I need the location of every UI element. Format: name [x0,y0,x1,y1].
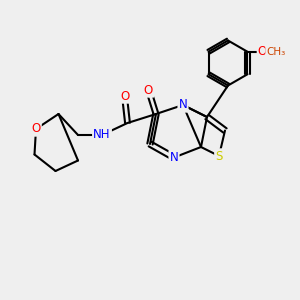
Text: NH: NH [93,128,111,142]
Text: CH₃: CH₃ [266,47,286,57]
Text: N: N [169,151,178,164]
Text: O: O [144,83,153,97]
Text: O: O [120,89,129,103]
Text: O: O [258,45,267,58]
Text: S: S [215,149,223,163]
Text: N: N [178,98,188,112]
Text: O: O [32,122,40,136]
